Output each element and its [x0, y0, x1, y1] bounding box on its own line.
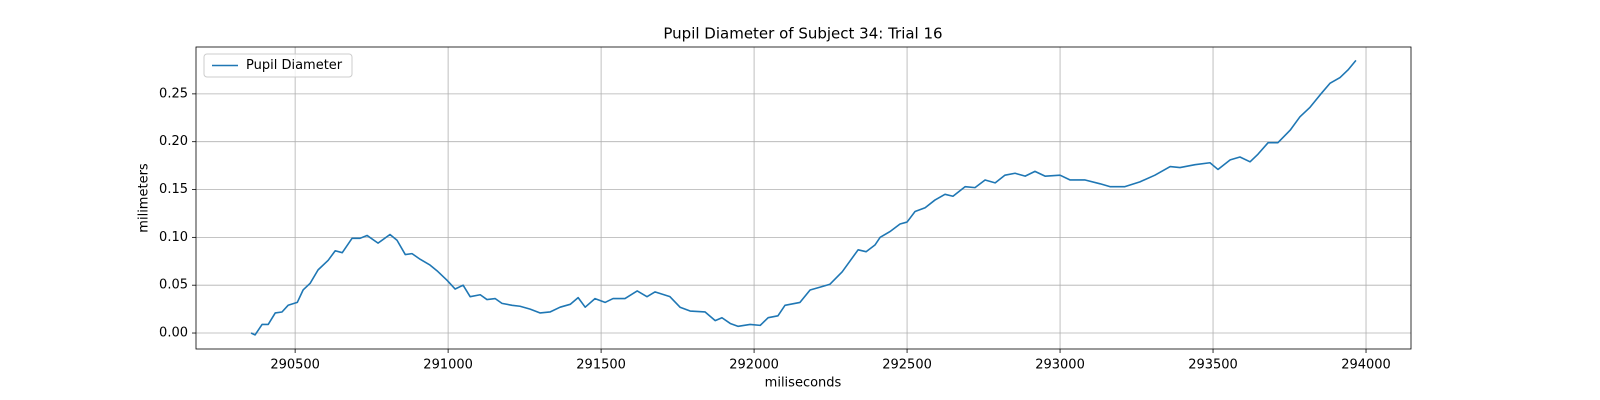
y-tick-label: 0.00 — [159, 326, 188, 341]
x-tick-label: 291500 — [576, 358, 626, 373]
y-tick-label: 0.05 — [159, 278, 188, 293]
data-line — [250, 59, 1357, 336]
x-tick-label: 293500 — [1188, 358, 1238, 373]
x-tick-label: 291000 — [423, 358, 473, 373]
x-tick-label: 292000 — [729, 358, 779, 373]
x-tick-label: 293000 — [1035, 358, 1085, 373]
y-tick-label: 0.15 — [159, 182, 188, 197]
y-tick-label: 0.25 — [159, 86, 188, 101]
y-tick-label: 0.10 — [159, 230, 188, 245]
legend-label: Pupil Diameter — [246, 58, 343, 73]
y-tick-label: 0.20 — [159, 134, 188, 149]
x-tick-label: 292500 — [882, 358, 932, 373]
x-tick-label: 290500 — [270, 358, 320, 373]
x-tick-label: 294000 — [1341, 358, 1391, 373]
plot-frame — [195, 46, 1412, 350]
x-axis-label: miliseconds — [765, 376, 842, 391]
chart-title: Pupil Diameter of Subject 34: Trial 16 — [663, 25, 942, 43]
legend-box — [203, 53, 353, 78]
y-axis-label: milimeters — [137, 163, 152, 233]
